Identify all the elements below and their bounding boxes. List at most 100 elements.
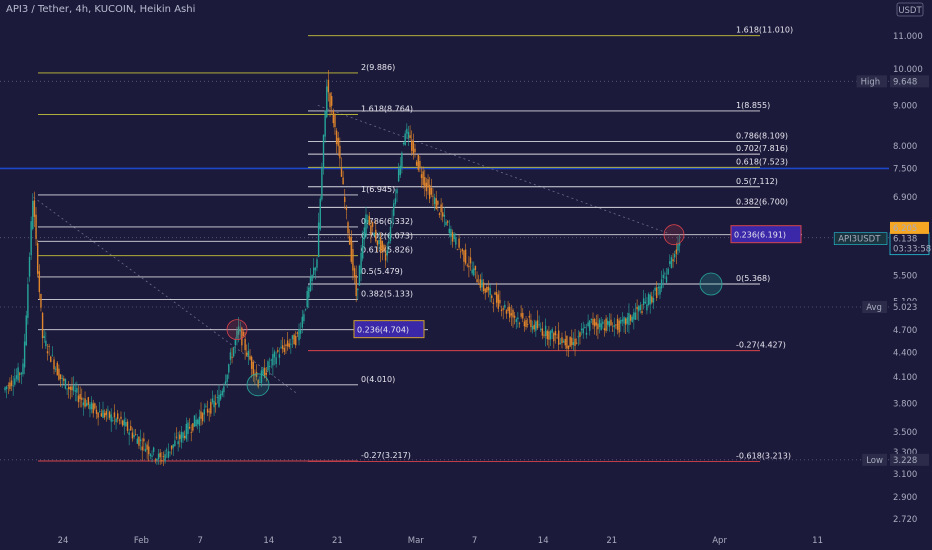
candle-body [272, 353, 274, 366]
candle-body [481, 279, 483, 288]
candle-body [507, 307, 509, 311]
candle-body [559, 343, 562, 344]
candle-body [201, 413, 204, 422]
candle-body [415, 161, 418, 166]
candle-body [208, 411, 210, 413]
candle-body [370, 225, 372, 235]
x-tick-label: 24 [58, 536, 69, 546]
candle-body [549, 331, 552, 340]
candle-body [479, 279, 482, 288]
candle-body [433, 197, 436, 205]
candle-body [90, 402, 93, 410]
candle-body [463, 250, 465, 262]
candle-body [642, 298, 645, 306]
x-tick-label: 11 [812, 536, 823, 546]
candle-body [146, 444, 148, 450]
candle-body [464, 249, 467, 264]
y-tick-label: 2.900 [893, 493, 917, 503]
candle-body [169, 451, 171, 453]
candle-body [40, 293, 42, 308]
candle-body [597, 323, 599, 330]
candle-body [520, 313, 522, 317]
candle-body [237, 326, 240, 335]
high-label-tag [856, 75, 887, 88]
candle-body [221, 390, 223, 396]
candle-body [224, 381, 227, 384]
candle-body [473, 268, 475, 276]
candle-body [450, 228, 452, 237]
candle-body [126, 421, 129, 431]
candle-body [68, 386, 70, 390]
candle-body [249, 356, 251, 360]
candle-body [455, 237, 457, 245]
candle-body [662, 274, 664, 279]
candle-body [264, 367, 266, 378]
candle-body [14, 378, 16, 385]
candle-body [407, 132, 410, 138]
candle-body [17, 367, 19, 381]
candle-body [286, 340, 289, 347]
candle-body [161, 460, 163, 462]
candle-body [603, 328, 606, 331]
candle-body [226, 374, 228, 382]
candle-body [195, 419, 197, 427]
x-tick-label: 14 [538, 536, 549, 546]
candle-body [123, 419, 125, 426]
candle-body [517, 317, 519, 320]
fib-level-label: -0.618(3.213) [736, 451, 791, 460]
x-tick-label: 7 [472, 536, 477, 546]
candle-body [554, 331, 557, 336]
candle-body [236, 330, 238, 339]
candle-body [255, 372, 258, 377]
fib-level-label: 1.618(8.764) [361, 105, 413, 114]
avg-label-text: Avg [866, 303, 882, 313]
candle-body [620, 320, 622, 324]
avg-label-tag [862, 300, 887, 313]
candle-body [592, 319, 594, 326]
candle-body [298, 329, 300, 341]
candle-body [651, 296, 653, 303]
candle-body [355, 275, 357, 297]
candle-body [598, 319, 601, 328]
candle-body [458, 238, 460, 248]
candle-body [487, 286, 490, 291]
candle-body [466, 264, 468, 266]
candle-body [281, 345, 284, 349]
candle-body [183, 435, 186, 439]
candle-body [210, 402, 212, 414]
candle-body [376, 240, 379, 245]
candle-body [149, 454, 152, 456]
candle-body [241, 327, 243, 346]
candle-body [66, 388, 68, 390]
candle-body [484, 288, 486, 293]
last-price-value: 6.138 [893, 235, 917, 245]
candle-body [427, 179, 429, 188]
candle-body [500, 309, 503, 312]
candle-body [89, 404, 91, 410]
candle-body [394, 198, 397, 204]
candle-body [105, 411, 107, 416]
candle-body [646, 304, 648, 311]
candle-body [259, 382, 261, 383]
candle-body [397, 169, 400, 182]
candle-body [574, 338, 576, 346]
candle-body [330, 96, 333, 106]
candle-body [72, 385, 75, 391]
candle-body [401, 152, 403, 168]
low-price-tag [890, 453, 929, 466]
candle-body [582, 328, 584, 334]
candle-body [112, 420, 114, 422]
candle-body [399, 165, 401, 176]
candle-body [246, 352, 248, 356]
fib-level-label: -0.27(3.217) [361, 451, 411, 460]
candle-body [215, 402, 217, 405]
fib-label-box [353, 320, 425, 339]
candle-body [513, 315, 516, 318]
candle-body [406, 128, 408, 134]
candle-body [430, 187, 433, 195]
candle-body [384, 253, 387, 261]
candle-body [526, 324, 529, 325]
candle-body [115, 418, 117, 423]
